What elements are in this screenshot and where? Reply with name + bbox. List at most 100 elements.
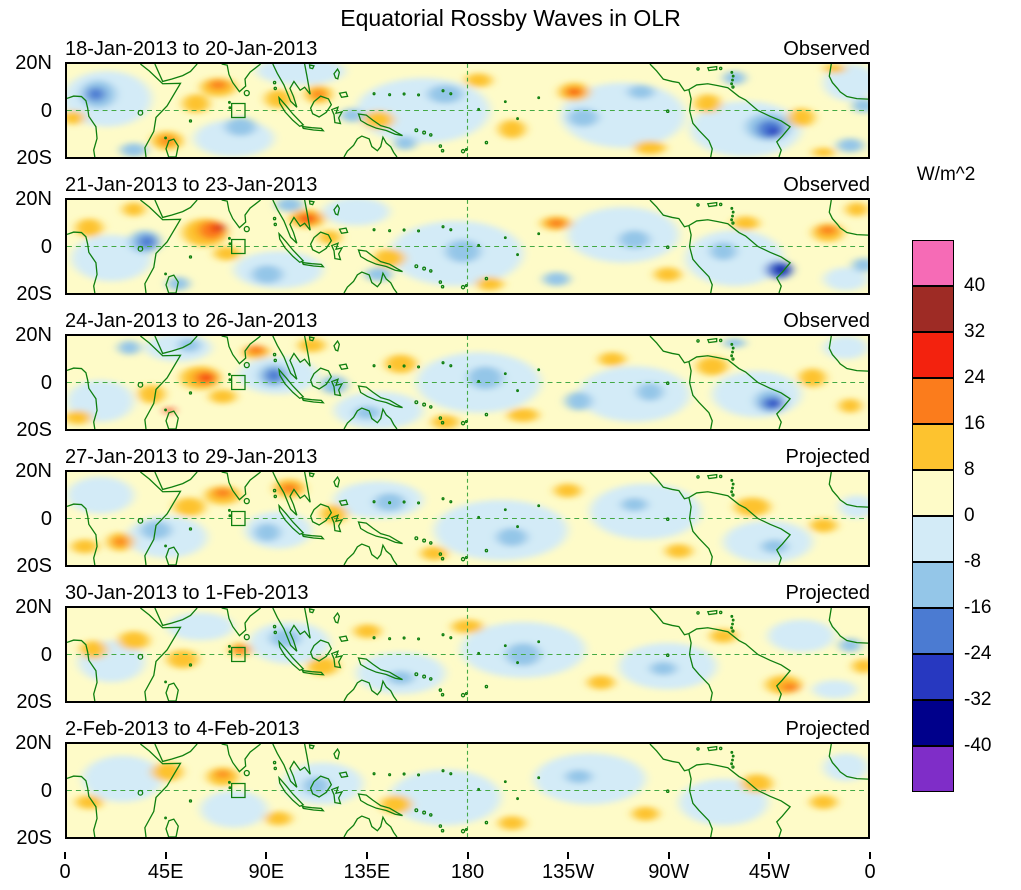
panel-6-header: 2-Feb-2013 to 4-Feb-2013 Projected: [65, 716, 870, 742]
y-axis-label: 20N: [15, 732, 52, 754]
y-axis-label: 0: [40, 99, 52, 122]
panel-status-label: Projected: [785, 446, 871, 468]
colorbar-tick-label: -24: [964, 643, 992, 664]
x-axis-label: 180: [450, 861, 485, 883]
colorbar-segment: [912, 654, 954, 700]
panel-3: 24-Jan-2013 to 26-Jan-2013 Observed 20N …: [0, 308, 1021, 440]
panel-status-label: Projected: [785, 718, 871, 740]
colorbar-segment: [912, 516, 954, 562]
map-panel-6: [65, 742, 870, 839]
x-axis-tick: [365, 852, 368, 859]
y-axis-label: 20S: [16, 147, 52, 169]
map-panel-1: [65, 62, 870, 159]
colorbar-segment: [912, 286, 954, 332]
y-axis-label: 0: [40, 235, 52, 258]
panel-date-range: 30-Jan-2013 to 1-Feb-2013: [65, 582, 309, 604]
colorbar-tick-label: 16: [964, 413, 986, 434]
colorbar: 40 32 24 16 8 0 -8 -16 -24 -32 -40: [912, 240, 991, 792]
x-axis-label: 45W: [748, 861, 790, 883]
y-axis-label: 20N: [15, 188, 52, 210]
map-panel-3: [65, 334, 870, 431]
x-axis-label: 45E: [147, 861, 184, 883]
colorbar-tick-label: -32: [964, 689, 992, 710]
y-axis-label: 0: [40, 643, 52, 666]
panel-6-body: 20N 0 20S: [15, 733, 870, 848]
y-axis-label: 20S: [16, 827, 52, 849]
colorbar-segment: [912, 700, 954, 746]
panel-status-label: Observed: [783, 310, 870, 332]
colorbar-tick-label: -8: [964, 551, 981, 572]
colorbar-tick-label: 8: [964, 459, 975, 480]
colorbar-segment: [912, 332, 954, 378]
y-axis-label: 20N: [15, 460, 52, 482]
colorbar-segment: [912, 608, 954, 654]
panel-6: 2-Feb-2013 to 4-Feb-2013 Projected 20N 0…: [0, 716, 1021, 848]
y-axis-label: 20S: [16, 555, 52, 577]
y-axis-label: 20S: [16, 691, 52, 713]
colorbar-tick-label: 40: [964, 275, 986, 296]
colorbar-tick-label: 0: [964, 505, 975, 526]
x-axis-tick: [667, 852, 670, 859]
panel-4-body: 20N 0 20S: [15, 461, 870, 576]
x-axis: 0 45E 90E 135E 180 135W 90W 45W 0: [59, 852, 876, 890]
panel-4: 27-Jan-2013 to 29-Jan-2013 Projected 20N…: [0, 444, 1021, 576]
x-axis-label: 135E: [343, 861, 391, 883]
y-axis-label: 0: [40, 507, 52, 530]
panel-date-range: 24-Jan-2013 to 26-Jan-2013: [65, 310, 318, 332]
panel-date-range: 27-Jan-2013 to 29-Jan-2013: [65, 446, 318, 468]
x-axis-label: 135W: [542, 861, 595, 883]
panel-3-header: 24-Jan-2013 to 26-Jan-2013 Observed: [65, 308, 870, 334]
x-axis-label: 90W: [648, 861, 690, 883]
x-axis-tick: [567, 852, 570, 859]
map-panel-2: [65, 198, 870, 295]
panel-date-range: 21-Jan-2013 to 23-Jan-2013: [65, 174, 318, 196]
panel-date-range: 2-Feb-2013 to 4-Feb-2013: [65, 718, 300, 740]
figure-title: Equatorial Rossby Waves in OLR: [340, 5, 681, 31]
panel-status-label: Observed: [783, 174, 870, 196]
x-axis-tick: [869, 852, 871, 859]
map-panel-4: [65, 470, 870, 567]
y-axis-label: 20N: [15, 52, 52, 74]
map-panel-5: [65, 606, 870, 703]
x-axis-label: 0: [864, 861, 876, 883]
panel-2-header: 21-Jan-2013 to 23-Jan-2013 Observed: [65, 172, 870, 198]
colorbar-segment: [912, 470, 954, 516]
panels-area: 18-Jan-2013 to 20-Jan-2013 Observed 20N …: [0, 36, 1021, 890]
panel-2-body: 20N 0 20S: [15, 189, 870, 304]
panel-date-range: 18-Jan-2013 to 20-Jan-2013: [65, 38, 318, 60]
panel-2: 21-Jan-2013 to 23-Jan-2013 Observed 20N …: [0, 172, 1021, 304]
colorbar-tick-label: -40: [964, 735, 992, 756]
colorbar-segment: [912, 424, 954, 470]
x-axis-tick: [466, 852, 469, 859]
y-axis-label: 20N: [15, 324, 52, 346]
panel-3-body: 20N 0 20S: [15, 325, 870, 440]
colorbar-tick-label: -16: [964, 597, 992, 618]
colorbar-tick-label: 24: [964, 367, 986, 388]
y-axis-label: 0: [40, 779, 52, 802]
panel-1-body: 20N 0 20S: [15, 53, 870, 168]
x-axis-tick: [768, 852, 771, 859]
y-axis-label: 0: [40, 371, 52, 394]
panel-1-header: 18-Jan-2013 to 20-Jan-2013 Observed: [65, 36, 870, 62]
x-axis-label: 90E: [248, 861, 285, 883]
panel-5: 30-Jan-2013 to 1-Feb-2013 Projected 20N …: [0, 580, 1021, 712]
colorbar-segment: [912, 240, 954, 286]
colorbar-unit-label: W/m^2: [916, 164, 976, 185]
colorbar-segment: [912, 562, 954, 608]
y-axis-label: 20S: [16, 283, 52, 305]
x-axis-label: 0: [59, 861, 71, 883]
panel-status-label: Observed: [783, 38, 870, 60]
panel-status-label: Projected: [785, 582, 871, 604]
panel-5-header: 30-Jan-2013 to 1-Feb-2013 Projected: [65, 580, 870, 606]
panel-1: 18-Jan-2013 to 20-Jan-2013 Observed 20N …: [0, 36, 1021, 168]
y-axis-label: 20N: [15, 596, 52, 618]
y-axis-label: 20S: [16, 419, 52, 441]
panel-4-header: 27-Jan-2013 to 29-Jan-2013 Projected: [65, 444, 870, 470]
x-axis-tick: [265, 852, 268, 859]
x-axis-tick: [164, 852, 167, 859]
x-axis-tick: [64, 852, 66, 859]
colorbar-segment: [912, 746, 954, 792]
panel-5-body: 20N 0 20S: [15, 597, 870, 712]
colorbar-tick-label: 32: [964, 321, 986, 342]
